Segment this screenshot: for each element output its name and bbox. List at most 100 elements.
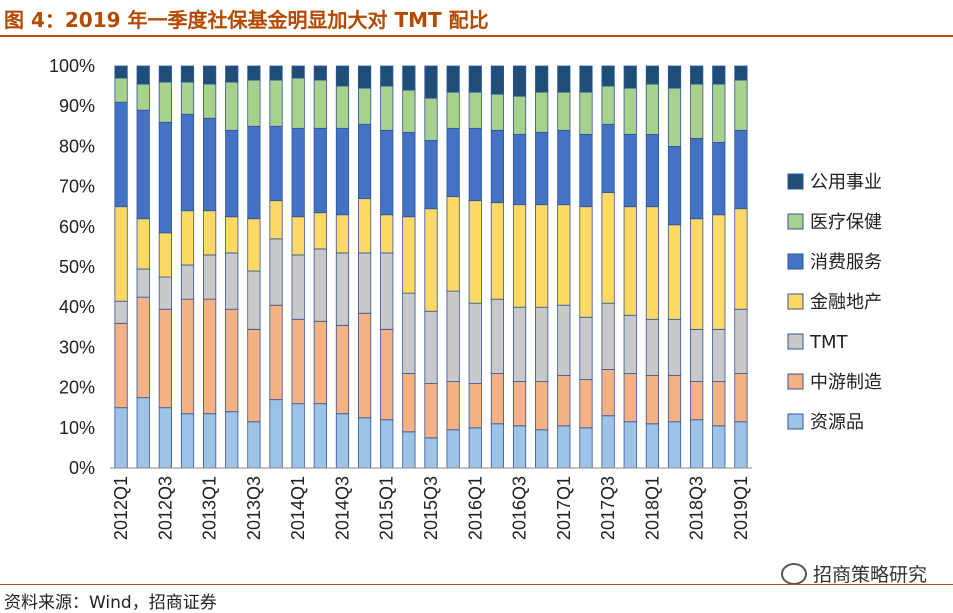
bar-segment xyxy=(424,208,438,312)
bar-segment xyxy=(490,93,505,131)
bar-segment xyxy=(579,65,593,93)
legend-swatch xyxy=(787,213,804,230)
wechat-icon xyxy=(780,562,807,585)
bar-segment xyxy=(269,200,283,240)
bar-segment xyxy=(623,373,637,423)
bar-segment xyxy=(269,304,283,401)
x-tick-label: 2013Q1 xyxy=(200,476,220,540)
bar-segment xyxy=(645,65,659,85)
x-tick-label: 2014Q3 xyxy=(332,476,352,540)
bar-segment xyxy=(335,65,350,87)
bar-segment xyxy=(667,318,682,376)
bar-segment xyxy=(402,89,416,133)
bar-segment xyxy=(424,383,438,439)
bar-segment xyxy=(645,83,659,135)
bar-segment xyxy=(158,276,172,310)
source-note: 资料来源：Wind，招商证券 xyxy=(4,593,217,613)
y-tick-label: 80% xyxy=(59,136,95,156)
bar-segment xyxy=(225,65,239,83)
bar-segment xyxy=(579,133,593,208)
bar-segment xyxy=(601,85,615,125)
title-rule xyxy=(0,35,953,37)
bar-segment xyxy=(180,413,195,469)
bar-segment xyxy=(468,91,482,129)
bar-segment xyxy=(490,202,505,300)
x-tick-label: 2019Q1 xyxy=(731,476,751,540)
bar-segment xyxy=(313,212,327,250)
y-tick-label: 100% xyxy=(49,56,95,76)
bar-segment xyxy=(313,65,327,81)
bar-segment xyxy=(446,196,460,292)
bar-segment xyxy=(158,65,172,83)
bar-segment xyxy=(247,65,261,81)
bar-segment xyxy=(380,252,394,330)
bar-segment xyxy=(424,310,438,384)
bar-segment xyxy=(203,210,217,256)
bar-segment xyxy=(269,125,283,202)
bar-segment xyxy=(468,427,482,469)
bar-segment xyxy=(468,200,482,304)
bar-segment xyxy=(225,411,239,469)
bar-segment xyxy=(114,206,128,302)
bar-segment xyxy=(225,252,239,310)
bar-segment xyxy=(247,270,261,330)
y-tick-label: 50% xyxy=(59,257,95,277)
bar-segment xyxy=(136,83,150,111)
bar-segment xyxy=(579,379,593,429)
bar-segment xyxy=(335,85,350,129)
bar-segment xyxy=(734,421,748,469)
bar-segment xyxy=(357,252,372,314)
bar-segment xyxy=(402,292,416,374)
bar-segment xyxy=(357,417,372,469)
bar-segment xyxy=(623,206,637,316)
y-tick-label: 30% xyxy=(59,337,95,357)
bar-segment xyxy=(446,290,460,382)
bar-segment xyxy=(645,423,659,469)
bar-segment xyxy=(623,421,637,469)
bar-segment xyxy=(468,127,482,202)
bar-segment xyxy=(114,322,128,409)
x-tick-label: 2014Q1 xyxy=(288,476,308,540)
bar-segment xyxy=(446,65,460,93)
y-tick-label: 40% xyxy=(59,297,95,317)
bar-segment xyxy=(158,232,172,278)
bar-segment xyxy=(380,419,394,469)
bar-segment xyxy=(734,129,748,210)
bar-segment xyxy=(734,208,748,310)
bar-segment xyxy=(645,133,659,208)
bar-segment xyxy=(690,381,704,421)
x-tick-label: 2015Q3 xyxy=(421,476,441,540)
bar-segment xyxy=(490,129,505,204)
legend-label: 消费服务 xyxy=(810,252,882,273)
bar-segment xyxy=(557,91,571,131)
legend-swatch xyxy=(787,413,804,430)
bar-segment xyxy=(114,65,128,79)
bar-segment xyxy=(712,65,726,85)
legend-swatch xyxy=(787,373,804,390)
bar-segment xyxy=(535,204,549,308)
bar-segment xyxy=(557,204,571,306)
bar-segment xyxy=(357,312,372,419)
bar-segment xyxy=(601,192,615,304)
bar-segment xyxy=(402,431,416,469)
bar-segment xyxy=(579,427,593,469)
bar-segment xyxy=(512,425,527,469)
bar-segment xyxy=(380,65,394,87)
bar-segment xyxy=(490,373,505,425)
bar-segment xyxy=(136,65,150,85)
bar-segment xyxy=(357,123,372,200)
bar-segment xyxy=(291,216,305,256)
x-tick-label: 2016Q1 xyxy=(465,476,485,540)
bar-segment xyxy=(667,87,682,147)
source-rule xyxy=(0,584,953,585)
bar-segment xyxy=(690,218,704,330)
bar-segment xyxy=(203,83,217,119)
bar-segment xyxy=(402,131,416,218)
bar-segment xyxy=(734,308,748,374)
bar-segment xyxy=(247,218,261,272)
bar-segment xyxy=(623,87,637,135)
bar-segment xyxy=(712,214,726,330)
bar-segment xyxy=(601,415,615,469)
bar-segment xyxy=(557,304,571,376)
bar-segment xyxy=(313,403,327,469)
